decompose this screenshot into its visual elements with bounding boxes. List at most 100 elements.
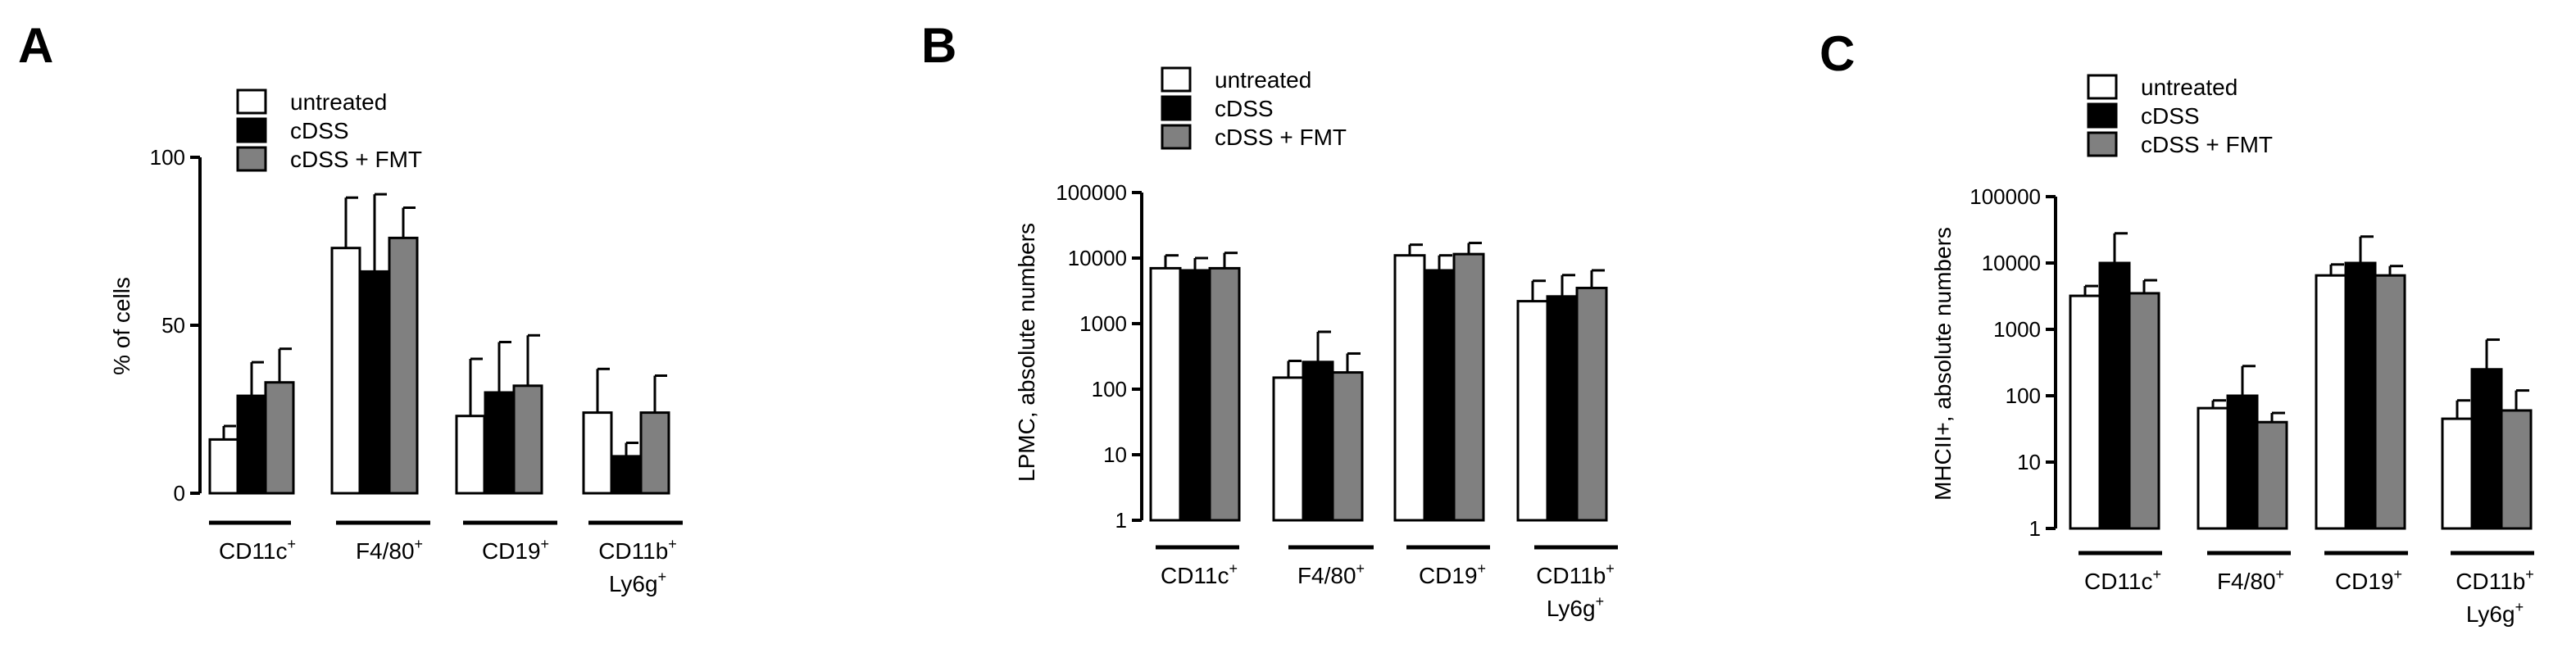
x-tick-label-ly6g: Ly6g+ [1547, 593, 1604, 621]
y-tick-label: 100000 [1056, 180, 1127, 205]
legend-label-untreated: untreated [1215, 67, 1311, 93]
panel-b: B untreated cDSS cDSS + FMT LPMC, absolu… [921, 18, 1618, 621]
panel-label: B [921, 18, 956, 73]
legend-swatch-untreated [2087, 74, 2118, 100]
y-tick-label: 10000 [1068, 246, 1127, 270]
x-tick-labels: CD11c+ F4/80+ CD19+ CD11b+ Ly6g+ [219, 536, 677, 596]
bar-cdss [2098, 261, 2131, 530]
legend-label-untreated: untreated [290, 89, 387, 115]
bar-cdss-fmt [2374, 274, 2406, 530]
y-tick-label: 10000 [1982, 251, 2041, 275]
y-axis-label: MHCII+, absolute numbers [1930, 227, 1956, 501]
y-axis: 1 10 100 1000 10000 100000 [1056, 180, 1143, 533]
legend-swatch-cdss [1161, 95, 1192, 121]
legend-swatch-cdss-fmt [236, 146, 267, 172]
bar-cdss [1423, 269, 1456, 522]
y-tick-label: 1 [2029, 516, 2041, 541]
y-tick-label: 1 [1115, 508, 1127, 533]
panel-label: A [18, 18, 53, 73]
bar-untreated [2315, 274, 2347, 530]
bar-untreated [1393, 254, 1426, 522]
bar-cdss [611, 455, 642, 495]
bar-cdss [484, 391, 515, 495]
legend-label-cdss-fmt: cDSS + FMT [290, 147, 422, 172]
legend-label-cdss-fmt: cDSS + FMT [1215, 125, 1347, 150]
bar-cdss-fmt [388, 236, 419, 495]
x-tick-label-cd11c: CD11c+ [2084, 566, 2161, 594]
bar-cdss-fmt [2128, 292, 2160, 530]
bar-cdss-fmt [2500, 409, 2533, 530]
legend: untreated cDSS cDSS + FMT [236, 88, 422, 172]
bars [2069, 232, 2533, 530]
y-tick-label: 100000 [1969, 184, 2041, 209]
bar-cdss [2470, 368, 2503, 530]
x-tick-label-cd19: CD19+ [1419, 560, 1486, 588]
y-tick-label: 100 [2006, 383, 2041, 408]
bar-cdss [359, 270, 390, 495]
x-tick-label-cd19: CD19+ [482, 536, 549, 564]
x-tick-label-ly6g: Ly6g+ [2466, 599, 2524, 627]
bar-cdss-fmt [1575, 286, 1608, 522]
x-tick-label-cd19: CD19+ [2335, 566, 2402, 594]
bars [208, 193, 670, 495]
bar-cdss [2344, 261, 2377, 530]
x-tick-label-cd11b: CD11b+ [1536, 560, 1615, 588]
legend-swatch-cdss-fmt [2087, 131, 2118, 157]
legend-swatch-cdss [2087, 102, 2118, 129]
y-tick-label: 0 [174, 481, 185, 506]
x-tick-labels: CD11c+ F4/80+ CD19+ CD11b+ Ly6g+ [1161, 560, 1615, 621]
y-tick-label: 10 [2017, 450, 2041, 474]
bar-untreated [455, 415, 486, 495]
legend-label-cdss: cDSS [1215, 96, 1274, 121]
bar-cdss [1179, 269, 1211, 522]
x-tick-label-cd11c: CD11c+ [219, 536, 296, 564]
bar-untreated [1516, 300, 1549, 522]
bar-cdss-fmt [1208, 266, 1241, 522]
legend-swatch-untreated [236, 88, 267, 115]
y-axis-label: LPMC, absolute numbers [1014, 223, 1039, 482]
legend-label-cdss: cDSS [2141, 103, 2200, 129]
bar-cdss-fmt [2256, 420, 2288, 530]
legend-label-cdss-fmt: cDSS + FMT [2141, 132, 2273, 157]
x-tick-label-f480: F4/80+ [2217, 566, 2284, 594]
legend-swatch-cdss-fmt [1161, 124, 1192, 150]
bar-cdss [2226, 394, 2259, 530]
bar-cdss-fmt [264, 381, 295, 495]
x-tick-label-ly6g: Ly6g+ [609, 569, 666, 596]
x-tick-labels: CD11c+ F4/80+ CD19+ CD11b+ Ly6g+ [2084, 566, 2534, 627]
bar-untreated [2069, 294, 2101, 530]
bar-cdss-fmt [639, 411, 670, 495]
legend: untreated cDSS cDSS + FMT [1161, 66, 1347, 150]
bar-untreated [2197, 406, 2229, 530]
bar-cdss [1546, 295, 1579, 522]
bar-untreated [330, 247, 361, 495]
panel-label: C [1820, 26, 1855, 81]
y-tick-label: 10 [1103, 442, 1127, 467]
x-tick-label-cd11b: CD11b+ [598, 536, 677, 564]
legend-swatch-untreated [1161, 66, 1192, 93]
legend-label-untreated: untreated [2141, 75, 2238, 100]
panel-a: A untreated cDSS cDSS + FMT % of cells 0… [18, 18, 683, 596]
bar-untreated [1272, 376, 1305, 522]
x-tick-label-f480: F4/80+ [356, 536, 423, 564]
y-tick-label: 100 [150, 145, 185, 170]
bar-cdss-fmt [512, 384, 543, 495]
y-tick-label: 1000 [1079, 311, 1127, 336]
panel-c: C untreated cDSS cDSS + FMT MHCII+, abso… [1820, 26, 2534, 627]
bars [1149, 242, 1608, 522]
bar-cdss-fmt [1331, 371, 1364, 522]
y-axis: 0 50 100 [150, 145, 202, 506]
bar-cdss [236, 394, 267, 495]
y-tick-label: 100 [1092, 377, 1127, 401]
legend-swatch-cdss [236, 117, 267, 143]
bar-untreated [1149, 266, 1182, 522]
x-tick-label-cd11c: CD11c+ [1161, 560, 1238, 588]
legend-label-cdss: cDSS [290, 118, 349, 143]
x-tick-label-cd11b: CD11b+ [2456, 566, 2534, 594]
bar-cdss-fmt [1452, 252, 1485, 522]
legend: untreated cDSS cDSS + FMT [2087, 74, 2273, 157]
bar-cdss [1302, 361, 1334, 522]
bar-untreated [208, 438, 239, 495]
y-tick-label: 1000 [1993, 317, 2041, 342]
